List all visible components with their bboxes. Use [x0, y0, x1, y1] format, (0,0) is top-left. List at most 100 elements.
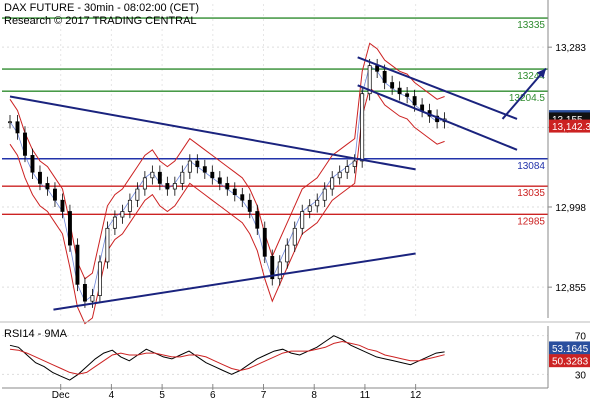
rsi-tick-label: 70: [575, 332, 587, 343]
lower-band: [9, 87, 445, 325]
candle-body: [180, 171, 185, 184]
candle-body: [23, 132, 27, 156]
candle-body: [172, 183, 177, 190]
level-label: 12985: [517, 216, 545, 227]
candle-body: [67, 211, 72, 246]
candle-body: [135, 188, 140, 201]
candle-body: [195, 160, 200, 167]
candle-body: [352, 160, 357, 167]
trendline: [9, 95, 416, 171]
candle-body: [120, 211, 125, 218]
chart-title: DAX FUTURE - 30min - 08:02:00 (CET): [4, 2, 199, 14]
rsi-title: RSI14 - 9MA: [4, 328, 68, 340]
candle-body: [397, 87, 402, 95]
candle-body: [142, 177, 147, 190]
candle-body: [262, 227, 267, 257]
trendline: [357, 56, 518, 120]
candle-body: [127, 199, 132, 212]
rsi-lines: [9, 335, 445, 381]
candle-body: [382, 70, 387, 83]
candle-body: [412, 96, 417, 106]
time-tick-label: 11: [360, 390, 371, 400]
price-badge-label: 13,142.3: [552, 122, 590, 133]
rsi-badge: [549, 354, 590, 368]
candle-body: [307, 205, 312, 212]
level-label: 13204.5: [509, 93, 546, 104]
rsi-ma-line: [9, 340, 445, 375]
candle-body: [90, 295, 95, 302]
price-tick-label: 12,998: [555, 203, 586, 214]
candle-body: [105, 227, 110, 263]
candle-body: [405, 93, 410, 97]
rsi-badge-label: 50.3283: [552, 357, 589, 368]
candle-body: [322, 188, 327, 201]
candle-body: [202, 166, 207, 173]
time-tick-label: 8: [311, 390, 317, 400]
candle-body: [330, 177, 335, 190]
rsi-axis: 70 30 53.1645 50.3283: [547, 326, 590, 388]
rsi-badge-label: 53.1645: [552, 344, 589, 355]
candle-body: [187, 160, 192, 173]
candle-body: [60, 199, 65, 212]
price-badge: [549, 119, 590, 133]
level-label: 13244: [517, 71, 545, 82]
candle-body: [8, 121, 12, 124]
candle-body: [225, 183, 230, 190]
candle-body: [150, 171, 155, 179]
projection-arrow-shaft: [501, 67, 547, 120]
candle-body: [375, 65, 380, 72]
time-tick-label: 7: [261, 390, 267, 400]
candle-body: [315, 199, 320, 207]
candle-body: [97, 261, 102, 296]
candle-body: [38, 171, 42, 184]
candle-body: [30, 155, 35, 173]
candle-body: [277, 261, 282, 280]
candle-body: [285, 244, 290, 263]
time-tick-label: 5: [159, 390, 165, 400]
time-tick-label: 12: [410, 390, 422, 400]
projection-arrow-head: [536, 68, 546, 79]
candle-body: [232, 188, 237, 195]
candle-body: [300, 211, 305, 229]
candle-body: [75, 244, 80, 285]
rsi-tick-label: 30: [575, 370, 587, 381]
candle-body: [292, 227, 297, 246]
time-axis: Dec 4 5 6 7 8 11 12: [2, 384, 548, 400]
rsi-badge: [549, 341, 590, 355]
trendlines: [9, 56, 547, 311]
price-tick-label: 13,283: [555, 43, 586, 54]
candle-body: [360, 93, 365, 162]
level-label: 13084: [517, 161, 545, 172]
candle-body: [157, 171, 162, 184]
level-label: 13335: [517, 20, 545, 31]
candle-body: [255, 211, 260, 229]
trendline: [53, 252, 416, 311]
candle-body: [270, 255, 275, 280]
time-tick-label: 4: [109, 390, 115, 400]
chart-subtitle: Research © 2017 TRADING CENTRAL: [4, 15, 197, 27]
level-label: 13035: [517, 188, 545, 199]
candle-body: [367, 65, 372, 95]
candle-body: [217, 177, 222, 184]
candle-body: [15, 121, 20, 134]
rsi-line: [9, 335, 445, 381]
rsi-grid: [2, 335, 548, 375]
time-tick-label: Dec: [52, 390, 70, 400]
trendline: [357, 84, 518, 151]
candle-body: [210, 171, 215, 179]
candle-body: [165, 183, 170, 190]
candle-body: [420, 104, 425, 111]
candle-body: [345, 166, 350, 173]
candle-body: [240, 194, 245, 201]
price-tick-label: 12,855: [555, 283, 586, 294]
horizontal-levels: 13335 13244 13204.5 13084 13035 12985: [2, 17, 548, 227]
upper-band: [9, 42, 445, 280]
candle-body: [337, 171, 342, 179]
candle-body: [112, 216, 117, 229]
time-tick-label: 6: [210, 390, 216, 400]
candle-body: [247, 199, 252, 212]
candle-body: [390, 82, 395, 89]
price-axis: 13,28313,14012,99812,85513,159.213,15513…: [547, 0, 590, 318]
